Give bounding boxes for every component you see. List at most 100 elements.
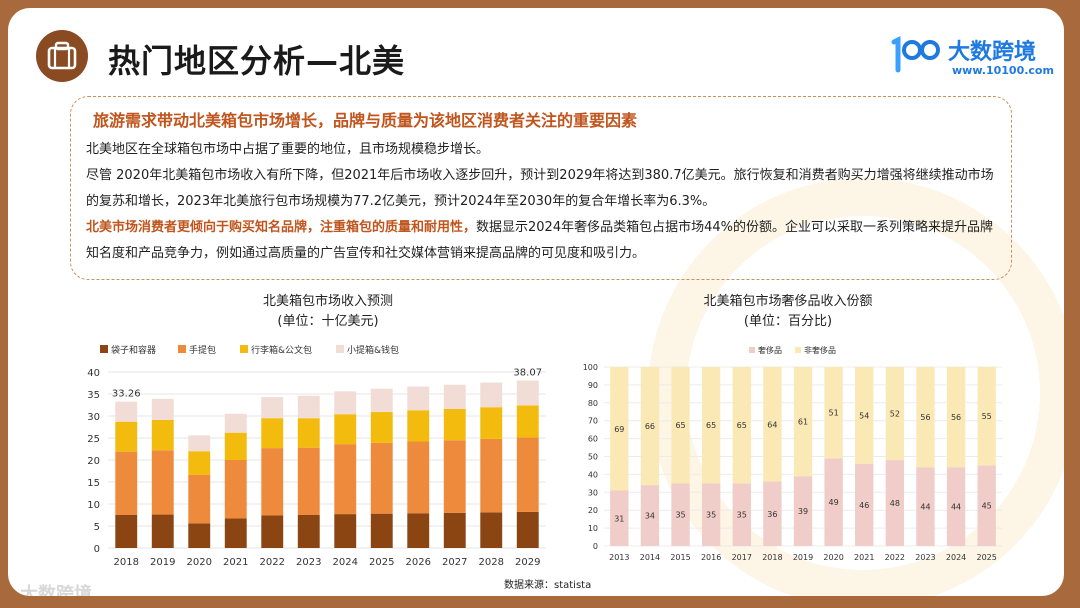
y2-tick-80: 80 — [588, 399, 598, 408]
insight-highlight: 北美市场消费者更倾向于购买知名品牌，注重箱包的质量和耐用性， — [86, 220, 477, 235]
x2-tick-2018: 2018 — [762, 553, 782, 562]
y2-tick-20: 20 — [588, 506, 598, 515]
bar-2024-series-1 — [334, 514, 357, 548]
bar-2027-series-4 — [443, 384, 466, 409]
bar-2024-series-2 — [334, 444, 357, 515]
bar2-2013-non-luxury — [610, 367, 629, 491]
bar-2026-series-4 — [407, 386, 430, 411]
logo-mark-icon — [891, 35, 940, 73]
bar-2021-series-1 — [224, 518, 247, 548]
data-label-2013-non-luxury: 69 — [614, 425, 624, 434]
x-tick-2026: 2026 — [406, 557, 431, 568]
legend-label-4: 小提箱&钱包 — [347, 344, 399, 356]
data-label-2014-non-luxury: 66 — [645, 422, 655, 431]
bar2-2019-non-luxury — [793, 367, 813, 477]
x-tick-2022: 2022 — [260, 557, 285, 568]
bar-2021-series-2 — [224, 460, 247, 519]
bar-2029-series-3 — [516, 405, 539, 438]
data-label-2016-non-luxury: 65 — [706, 421, 716, 430]
insight-paragraph-1: 北美地区在全球箱包市场中占据了重要的地位，且市场规模稳步增长。 — [86, 142, 490, 157]
x-tick-2019: 2019 — [150, 557, 175, 568]
x-tick-2024: 2024 — [333, 557, 358, 568]
chart2-subtitle: (单位：百分比) — [743, 314, 833, 329]
logo-url: www.10100.com — [952, 64, 1054, 77]
x2-tick-2022: 2022 — [885, 553, 905, 562]
bar-2023-series-1 — [297, 515, 320, 548]
bar-2022-series-2 — [261, 448, 284, 516]
data-label-2019-non-luxury: 61 — [798, 418, 808, 427]
total-label-2029: 38.07 — [513, 367, 542, 378]
bar-2028-series-3 — [480, 407, 503, 439]
bar2-2017-luxury — [732, 483, 751, 546]
x-tick-2021: 2021 — [223, 557, 248, 568]
bar-2025-series-3 — [370, 412, 393, 443]
brand-logo[interactable]: 大数跨境 www.10100.com — [888, 32, 1058, 80]
legend2-swatch-1 — [749, 347, 755, 353]
x2-tick-2016: 2016 — [701, 553, 721, 562]
x2-tick-2014: 2014 — [640, 553, 660, 562]
bar-2018-series-3 — [115, 421, 138, 452]
data-label-2013-luxury: 31 — [614, 514, 624, 523]
y-tick-25: 25 — [87, 434, 100, 445]
bar-2025-series-4 — [370, 388, 393, 413]
bar-2026-series-3 — [407, 410, 430, 442]
bar-2024-series-3 — [334, 414, 357, 445]
legend-swatch-1 — [100, 345, 108, 353]
y-tick-30: 30 — [87, 412, 100, 423]
bar-2026-series-1 — [407, 513, 430, 548]
data-label-2024-non-luxury: 56 — [951, 413, 961, 422]
bar2-2025-luxury — [977, 465, 996, 546]
y-tick-40: 40 — [87, 368, 100, 379]
bar2-2020-luxury — [824, 458, 843, 546]
data-label-2023-luxury: 44 — [920, 503, 930, 512]
bar-2023-series-2 — [297, 447, 320, 515]
bar2-2014-luxury — [640, 485, 660, 546]
legend2-label-1: 奢侈品 — [758, 345, 782, 355]
x2-tick-2019: 2019 — [793, 553, 813, 562]
data-label-2020-non-luxury: 51 — [829, 409, 839, 418]
bar2-2022-luxury — [885, 460, 905, 546]
y-tick-35: 35 — [87, 390, 100, 401]
bar2-2022-non-luxury — [885, 367, 905, 461]
bar2-2023-non-luxury — [916, 367, 935, 468]
bar2-2023-luxury — [916, 467, 935, 546]
bar2-2024-non-luxury — [946, 367, 966, 468]
data-label-2025-non-luxury: 55 — [982, 412, 992, 421]
bar2-2018-luxury — [763, 481, 782, 546]
slide-card: 热门地区分析—北美 大数跨境 www.10100.com 旅游需求带动北美箱包市… — [8, 8, 1064, 596]
data-label-2014-luxury: 34 — [645, 512, 655, 521]
data-label-2020-luxury: 49 — [829, 498, 839, 507]
bar-2022-series-3 — [261, 418, 284, 449]
legend2-label-2: 非奢侈品 — [804, 345, 836, 355]
data-label-2015-luxury: 35 — [675, 511, 685, 520]
chart1-title: 北美箱包市场收入预测 — [262, 294, 393, 309]
bar-2018-series-1 — [115, 515, 138, 548]
bar-2025-series-1 — [370, 513, 393, 548]
bar2-2020-non-luxury — [824, 367, 843, 459]
data-label-2018-luxury: 36 — [767, 510, 777, 519]
y2-tick-50: 50 — [588, 453, 598, 462]
bar-2022-series-1 — [261, 515, 284, 548]
bar-2023-series-3 — [297, 418, 320, 448]
bar-2028-series-2 — [480, 438, 503, 513]
y-tick-10: 10 — [87, 500, 100, 511]
bar-2029-series-2 — [516, 437, 539, 512]
bar2-2015-non-luxury — [671, 367, 690, 484]
x-tick-2025: 2025 — [369, 557, 394, 568]
luxury-share-chart: 奢侈品 非奢侈品 0 10 20 30 40 50 60 70 80 90 100 31 69 2013 34 6… — [583, 345, 1002, 562]
insight-paragraph-3-rest: 数据显示2024年奢侈品类箱包占据市场44%的份额。企业可以采取一系列策略来提升… — [86, 220, 993, 261]
data-label-2024-luxury: 44 — [951, 503, 961, 512]
revenue-chart: 袋子和容器 手提包 行李箱&公文包 小提箱&钱包0510152025303540201… — [87, 344, 546, 568]
bar-2026-series-2 — [407, 441, 430, 514]
data-label-2023-non-luxury: 56 — [920, 413, 930, 422]
bar-2021-series-4 — [224, 413, 247, 433]
bar-2018-series-2 — [115, 451, 138, 515]
data-label-2025-luxury: 45 — [982, 502, 992, 511]
insight-box: 旅游需求带动北美箱包市场增长，品牌与质量为该地区消费者关注的重要因素 北美地区在… — [70, 96, 1012, 280]
x-tick-2027: 2027 — [442, 557, 467, 568]
bar-2018-series-4 — [115, 401, 138, 422]
bar2-2013-luxury — [610, 490, 629, 546]
bar2-2021-non-luxury — [855, 367, 874, 464]
data-label-2019-luxury: 39 — [798, 507, 808, 516]
suitcase-icon — [36, 30, 88, 82]
